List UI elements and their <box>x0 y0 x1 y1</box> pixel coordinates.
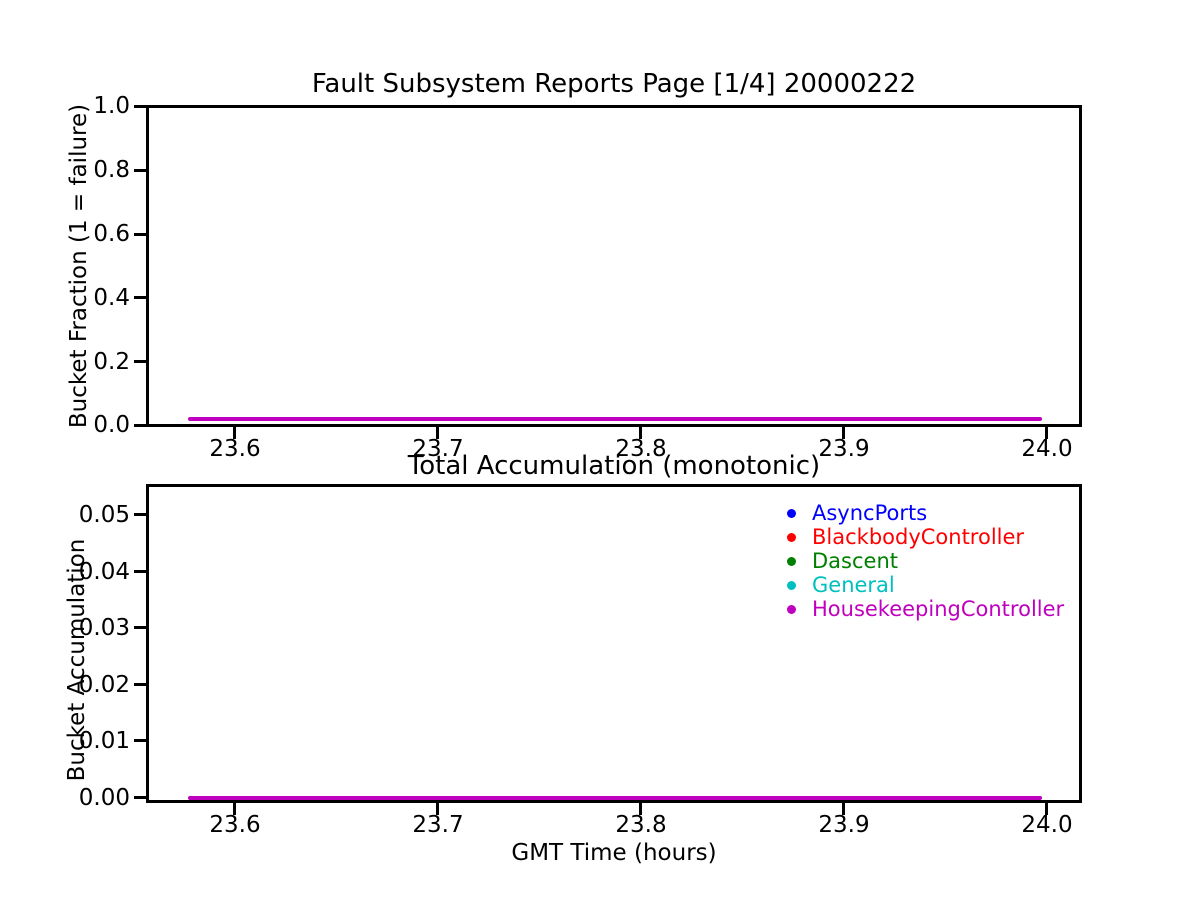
bottom-plot-title: Total Accumulation (monotonic) <box>407 451 821 481</box>
top-y-tick-mark <box>134 424 146 427</box>
top-y-tick-label: 1.0 <box>93 93 130 119</box>
bottom-x-tick-label: 23.9 <box>818 812 870 838</box>
legend-marker-housekeepingcontroller <box>787 605 796 614</box>
top-y-axis-label: Bucket Fraction (1 = failure) <box>66 103 92 429</box>
bottom-x-tick-mark <box>436 803 439 815</box>
top-y-tick-label: 0.8 <box>93 157 130 183</box>
bottom-y-tick-mark <box>134 739 146 742</box>
top-y-tick-mark <box>134 105 146 108</box>
top-x-tick-label: 23.7 <box>412 436 464 462</box>
top-y-tick-mark <box>134 296 146 299</box>
top-x-tick-label: 23.8 <box>615 436 667 462</box>
bottom-x-tick-label: 24.0 <box>1021 812 1073 838</box>
top-y-tick-mark <box>134 360 146 363</box>
bottom-plot-frame <box>146 484 1082 803</box>
bottom-y-tick-label: 0.04 <box>78 559 130 585</box>
top-y-tick-label: 0.4 <box>93 285 130 311</box>
top-x-tick-mark <box>639 427 642 439</box>
bottom-y-tick-label: 0.05 <box>78 502 130 528</box>
top-y-tick-mark <box>134 169 146 172</box>
legend-marker-dascent <box>787 557 796 566</box>
top-x-tick-label: 24.0 <box>1021 436 1073 462</box>
top-plot-frame <box>146 105 1082 427</box>
bottom-y-tick-mark <box>134 796 146 799</box>
top-y-tick-mark <box>134 233 146 236</box>
top-x-tick-mark <box>842 427 845 439</box>
top-x-tick-mark <box>233 427 236 439</box>
top-plot-title: Fault Subsystem Reports Page [1/4] 20000… <box>311 69 917 99</box>
legend-label-dascent: Dascent <box>812 549 898 573</box>
bottom-y-tick-mark <box>134 570 146 573</box>
top-y-tick-label: 0.0 <box>93 412 130 438</box>
top-y-tick-label: 0.2 <box>93 349 130 375</box>
legend-label-asyncports: AsyncPorts <box>812 501 928 525</box>
legend-label-housekeepingcontroller: HousekeepingController <box>812 597 1065 621</box>
legend-label-general: General <box>812 573 895 597</box>
legend-marker-blackbodycontroller <box>787 533 796 542</box>
bottom-x-tick-mark <box>639 803 642 815</box>
bottom-x-tick-mark <box>233 803 236 815</box>
bottom-x-tick-label: 23.7 <box>412 812 464 838</box>
bottom-series-line <box>188 796 1042 800</box>
top-x-tick-mark <box>1045 427 1048 439</box>
bottom-y-tick-label: 0.01 <box>78 728 130 754</box>
bottom-y-tick-mark <box>134 683 146 686</box>
bottom-y-tick-label: 0.00 <box>78 785 130 811</box>
top-x-tick-mark <box>436 427 439 439</box>
bottom-y-tick-label: 0.02 <box>78 672 130 698</box>
bottom-y-tick-label: 0.03 <box>78 615 130 641</box>
bottom-y-tick-mark <box>134 626 146 629</box>
legend-label-blackbodycontroller: BlackbodyController <box>812 525 1025 549</box>
top-x-tick-label: 23.6 <box>209 436 261 462</box>
legend-marker-general <box>787 581 796 590</box>
bottom-x-tick-label: 23.8 <box>615 812 667 838</box>
bottom-y-tick-mark <box>134 513 146 516</box>
bottom-x-tick-mark <box>1045 803 1048 815</box>
top-x-tick-label: 23.9 <box>818 436 870 462</box>
bottom-x-tick-mark <box>842 803 845 815</box>
legend-marker-asyncports <box>787 509 796 518</box>
top-series-line <box>188 417 1042 421</box>
top-y-tick-label: 0.6 <box>93 221 130 247</box>
bottom-x-tick-label: 23.6 <box>209 812 261 838</box>
bottom-x-axis-label: GMT Time (hours) <box>511 840 717 866</box>
